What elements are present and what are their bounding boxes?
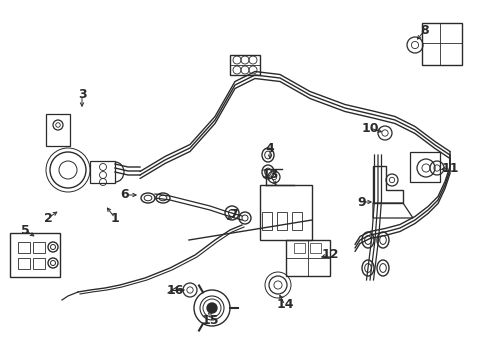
Text: 9: 9 bbox=[358, 195, 367, 208]
Bar bbox=[422, 23, 462, 65]
Text: 2: 2 bbox=[44, 211, 52, 225]
Bar bbox=[286, 240, 330, 276]
Text: 15: 15 bbox=[201, 314, 219, 327]
Text: 13: 13 bbox=[261, 168, 279, 181]
Text: 11: 11 bbox=[441, 162, 459, 175]
Bar bbox=[46, 114, 70, 146]
Bar bbox=[260, 185, 312, 240]
Bar bbox=[33, 258, 45, 269]
Bar bbox=[10, 233, 60, 277]
Text: 5: 5 bbox=[21, 224, 29, 237]
Bar bbox=[18, 258, 30, 269]
Bar bbox=[230, 55, 260, 75]
Text: 8: 8 bbox=[421, 23, 429, 36]
Bar bbox=[18, 242, 30, 253]
Bar bbox=[277, 212, 287, 230]
Bar bbox=[262, 212, 272, 230]
Bar bbox=[33, 242, 45, 253]
Text: 4: 4 bbox=[266, 141, 274, 154]
Bar bbox=[90, 161, 115, 183]
Text: 10: 10 bbox=[361, 122, 379, 135]
Bar bbox=[410, 152, 440, 182]
Text: 12: 12 bbox=[321, 248, 339, 261]
Text: 3: 3 bbox=[78, 89, 86, 102]
Text: 14: 14 bbox=[276, 298, 294, 311]
Text: 6: 6 bbox=[121, 189, 129, 202]
Text: 7: 7 bbox=[229, 208, 237, 221]
Bar bbox=[292, 212, 302, 230]
Text: 16: 16 bbox=[166, 284, 184, 297]
Circle shape bbox=[207, 303, 217, 313]
Text: 1: 1 bbox=[111, 211, 120, 225]
Bar bbox=[294, 243, 305, 253]
Bar bbox=[310, 243, 321, 253]
